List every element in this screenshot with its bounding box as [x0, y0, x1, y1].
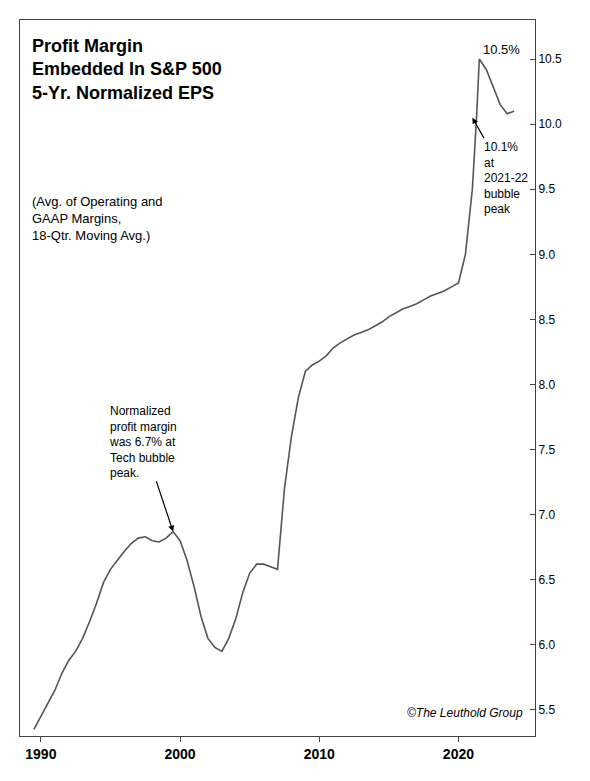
svg-text:6.0: 6.0: [538, 638, 555, 652]
svg-text:7.5: 7.5: [538, 443, 555, 457]
svg-text:7.0: 7.0: [538, 508, 555, 522]
svg-text:2020: 2020: [443, 746, 474, 762]
svg-text:2000: 2000: [164, 746, 195, 762]
svg-text:9.5: 9.5: [538, 182, 555, 196]
svg-text:2010: 2010: [304, 746, 335, 762]
svg-text:10.1%at2021-22bubblepeak: 10.1%at2021-22bubblepeak: [484, 140, 528, 216]
svg-text:6.5: 6.5: [538, 573, 555, 587]
svg-text:8.5: 8.5: [538, 313, 555, 327]
svg-text:10.0: 10.0: [538, 117, 562, 131]
svg-text:(Avg. of Operating andGAAP Mar: (Avg. of Operating andGAAP Margins,18-Qt…: [32, 194, 163, 243]
svg-text:1990: 1990: [25, 746, 56, 762]
svg-text:©The Leuthold Group: ©The Leuthold Group: [407, 706, 523, 720]
svg-text:Profit MarginEmbedded In S&P 5: Profit MarginEmbedded In S&P 5005-Yr. No…: [32, 36, 222, 103]
svg-text:8.0: 8.0: [538, 378, 555, 392]
svg-text:5.5: 5.5: [538, 703, 555, 717]
svg-text:Normalizedprofit marginwas 6.7: Normalizedprofit marginwas 6.7% atTech b…: [109, 404, 177, 480]
svg-text:9.0: 9.0: [538, 248, 555, 262]
svg-text:10.5%: 10.5%: [483, 42, 520, 57]
svg-text:10.5: 10.5: [538, 52, 562, 66]
